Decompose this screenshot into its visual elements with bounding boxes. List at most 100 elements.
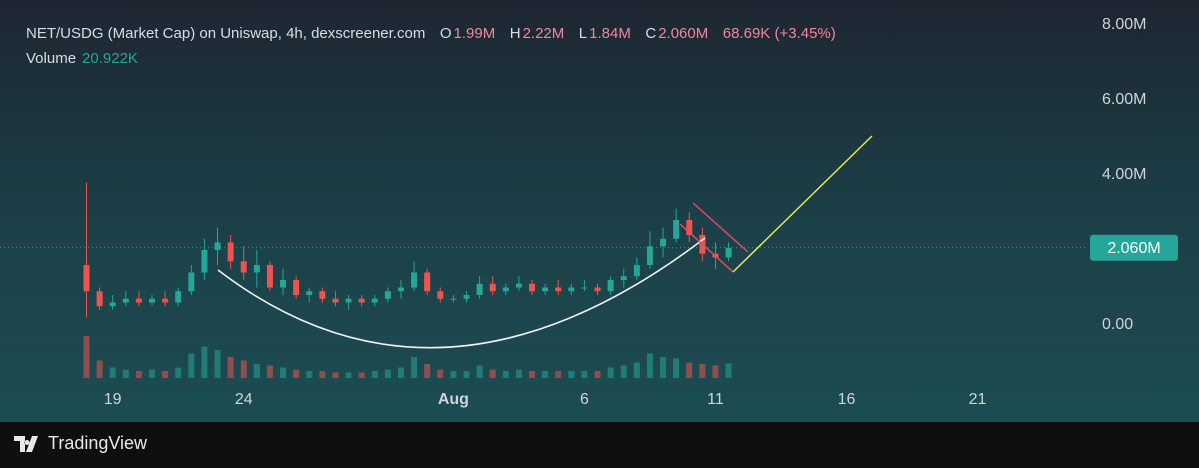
volume-bar <box>489 369 496 378</box>
candle-body <box>725 247 732 258</box>
candle-body <box>122 298 129 303</box>
volume-bar <box>227 357 234 378</box>
volume-bar <box>240 360 247 378</box>
candle-body <box>594 287 601 292</box>
candle-body <box>319 291 326 299</box>
volume-bar <box>476 365 483 378</box>
volume-bar <box>149 369 156 378</box>
candle-body <box>293 280 300 295</box>
volume-bar <box>463 371 470 378</box>
channel-lower <box>679 223 734 273</box>
volume-bar <box>384 369 391 378</box>
volume-bar <box>568 371 575 378</box>
symbol: NET/USDG (Market Cap) on Uniswap, 4h, de… <box>26 25 426 42</box>
volume-bar <box>725 363 732 378</box>
volume-bar <box>542 371 549 378</box>
last-price-label: 2.060M <box>1107 240 1160 257</box>
volume-bar <box>266 365 273 378</box>
volume-bar <box>109 367 116 378</box>
candle-body <box>253 265 260 273</box>
o-label: O <box>439 25 452 42</box>
footer: TradingView <box>14 433 147 454</box>
candle-body <box>371 298 378 303</box>
y-tick-label: 8.00M <box>1102 16 1146 33</box>
x-tick-label: 21 <box>969 391 987 408</box>
volume-bar <box>358 372 365 378</box>
volume-bar <box>699 364 706 378</box>
x-tick-label: 16 <box>838 391 856 408</box>
candle-body <box>555 287 562 292</box>
y-tick-label: 0.00 <box>1102 316 1133 333</box>
cup-curve <box>217 237 706 349</box>
candle-body <box>240 261 247 273</box>
volume-bar <box>253 364 260 378</box>
volume-bar <box>293 369 300 378</box>
volume-bar <box>319 371 326 378</box>
volume-bar <box>686 362 693 378</box>
volume-bar <box>437 369 444 378</box>
target-line <box>732 135 873 273</box>
volume-bar <box>306 371 313 378</box>
candle-body <box>424 272 431 292</box>
change: 68.69K (+3.45%) <box>722 25 836 42</box>
brand: TradingView <box>48 433 148 453</box>
candle-body <box>489 283 496 292</box>
candle-body <box>463 295 470 299</box>
volume-bar <box>397 367 404 378</box>
volume-bar <box>280 367 287 378</box>
volume-bar <box>214 350 221 378</box>
volume-bar <box>673 358 680 378</box>
candle-body <box>542 287 549 292</box>
candle-body <box>686 220 693 235</box>
open: 1.99M <box>453 25 496 42</box>
volume-bar <box>201 346 208 378</box>
x-tick-label: 11 <box>707 391 724 408</box>
candle-body <box>568 287 575 292</box>
y-tick-label: 4.00M <box>1102 166 1146 183</box>
candle-body <box>437 291 444 299</box>
y-tick-label: 6.00M <box>1102 91 1146 108</box>
candle-body <box>607 280 614 292</box>
volume-label: Volume <box>26 50 77 67</box>
h-label: H <box>509 25 521 42</box>
volume-bar <box>345 372 352 378</box>
volume-bar <box>424 364 431 378</box>
volume-bar <box>188 353 195 378</box>
volume-header: Volume 20.922K <box>26 50 138 67</box>
volume-bar <box>646 353 653 378</box>
candle-body <box>175 291 182 303</box>
candle-body <box>96 291 103 307</box>
candle-body <box>214 242 221 250</box>
volume-bar <box>581 371 588 378</box>
candle-body <box>620 276 627 280</box>
candle-body <box>227 242 234 262</box>
candle-body <box>306 291 313 295</box>
candle-body <box>411 272 418 288</box>
candle-body <box>515 283 522 288</box>
candle-body <box>188 272 195 292</box>
volume-bar <box>502 371 509 378</box>
close: 2.060M <box>658 25 709 42</box>
channel-upper <box>692 202 749 253</box>
candle-body <box>162 298 169 303</box>
candle-body <box>633 265 640 277</box>
candle-body <box>109 302 116 307</box>
last-price-box <box>1090 234 1178 261</box>
volume-bar <box>660 357 667 378</box>
candle-body <box>646 246 653 265</box>
x-tick-label: 19 <box>104 391 122 408</box>
candle-body <box>358 298 365 303</box>
candle-body <box>673 220 680 239</box>
candle-body <box>83 265 90 292</box>
volume-bar <box>450 371 457 378</box>
low: 1.84M <box>589 25 631 42</box>
candle-body <box>450 298 457 300</box>
candle-body <box>476 283 483 295</box>
logo <box>14 435 38 452</box>
legend-header: NET/USDG (Market Cap) on Uniswap, 4h, de… <box>26 25 838 42</box>
candle-body <box>397 287 404 292</box>
volume-bar <box>712 365 719 378</box>
candle-body <box>149 298 156 303</box>
high: 2.22M <box>522 25 565 42</box>
